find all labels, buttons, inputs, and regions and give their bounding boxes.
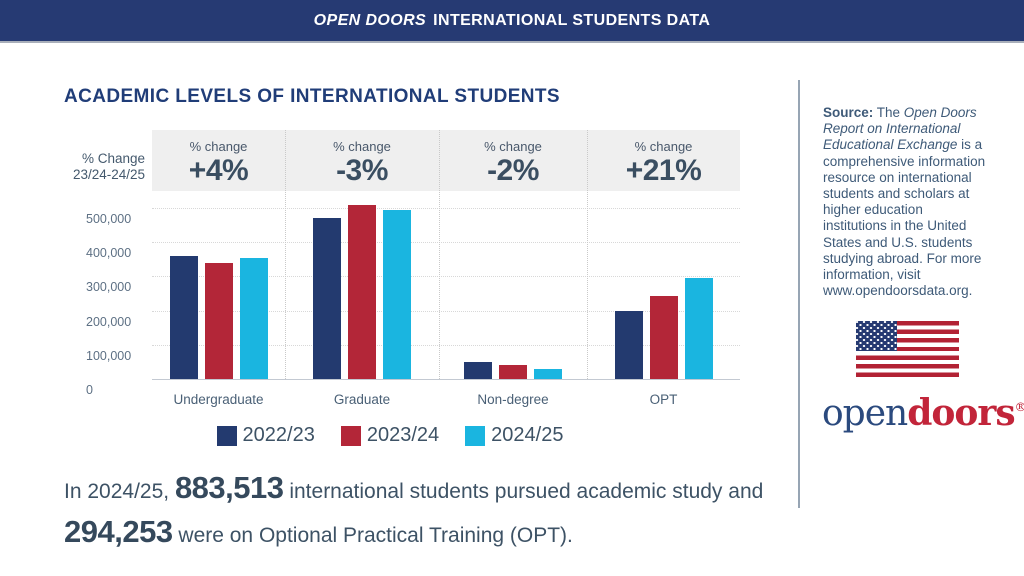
us-flag-icon <box>856 321 959 377</box>
pct-change-caption: % change <box>189 139 248 154</box>
y-axis-tick-0: 0 <box>86 383 93 397</box>
category-separator <box>587 130 588 379</box>
summary-line1-pre: In 2024/25, <box>64 480 175 503</box>
opendoorsdata-link[interactable]: www.opendoorsdata.org <box>823 283 969 299</box>
bar-group-undergraduate <box>152 256 285 379</box>
summary-line-1: In 2024/25, 883,513 international studen… <box>64 468 764 512</box>
bar-opt-2024-25 <box>684 278 713 379</box>
pct-change-caption: % change <box>634 139 693 154</box>
pct-change-value-opt: +21% <box>625 154 702 187</box>
opendoors-logo-doors: doors <box>907 392 1015 434</box>
bar-undergraduate-2023-24 <box>204 263 233 379</box>
pct-change-col-graduate: % change -3% <box>285 130 439 191</box>
bar-undergraduate-2022-23 <box>169 256 198 379</box>
pct-change-band: % change +4%% change -3%% change -2%% chang… <box>152 130 740 191</box>
us-flag-canton <box>856 321 897 352</box>
bar-graduate-2024-25 <box>383 210 411 379</box>
gridline-200000 <box>152 311 740 312</box>
summary-opt-total: 294,253 <box>64 514 173 549</box>
plot-area <box>152 192 740 380</box>
y-axis-tick-300000: 300,000 <box>86 280 132 294</box>
bar-non-degree-2024-25 <box>534 369 562 379</box>
header-bar: OPEN DOORS INTERNATIONAL STUDENTS DATA <box>0 0 1024 41</box>
bar-group-opt <box>587 278 740 379</box>
source-pre: The <box>873 105 904 120</box>
legend-label-2022-23: 2022/23 <box>242 424 315 446</box>
legend-swatch-2022-23 <box>216 425 237 446</box>
pct-change-caption: % change <box>484 139 542 154</box>
page-title: ACADEMIC LEVELS OF INTERNATIONAL STUDENT… <box>64 86 560 107</box>
legend-swatch-2024-25 <box>465 425 486 446</box>
y-axis-tick-100000: 100,000 <box>86 349 132 363</box>
legend-item-2023-24: 2023/24 <box>340 424 440 447</box>
gridline-500000 <box>152 208 740 209</box>
pct-change-value-graduate: -3% <box>336 154 388 187</box>
header-divider <box>0 41 1024 43</box>
source-note: Source: The Open Doors Report on Interna… <box>823 105 989 299</box>
gridline-400000 <box>152 242 740 243</box>
pct-change-caption: % change <box>333 139 391 154</box>
pct-change-value-undergraduate: +4% <box>188 154 249 187</box>
y-axis-tick-500000: 500,000 <box>86 212 132 226</box>
opendoors-logo-open: open <box>822 393 908 434</box>
source-report-title: Open Doors Report on International Educa… <box>823 105 977 153</box>
chart-legend: 2022/23 2023/24 2024/25 <box>152 424 628 447</box>
summary-line-2: 294,253 were on Optional Practical Train… <box>64 512 764 556</box>
y-axis-tick-400000: 400,000 <box>86 246 132 260</box>
header-title: INTERNATIONAL STUDENTS DATA <box>433 11 711 29</box>
bar-group-non-degree <box>439 362 587 379</box>
category-separator <box>285 130 286 379</box>
pct-change-col-undergraduate: % change +4% <box>152 130 285 191</box>
gridline-100000 <box>152 345 740 346</box>
gridline-300000 <box>152 276 740 277</box>
bar-group-graduate <box>285 205 439 379</box>
opendoors-logo: opendoors® <box>822 392 1024 434</box>
legend-label-2023-24: 2023/24 <box>366 424 440 446</box>
bar-opt-2022-23 <box>614 311 643 379</box>
summary-academic-total: 883,513 <box>174 470 284 505</box>
y-axis-tick-200000: 200,000 <box>86 315 132 329</box>
legend-item-2022-23: 2022/23 <box>216 424 315 447</box>
category-label-opt: OPT <box>649 392 678 407</box>
x-axis-line <box>152 379 740 380</box>
pct-change-axis-label: % Change 23/24-24/25 <box>0 151 145 183</box>
bar-non-degree-2023-24 <box>499 365 527 379</box>
source-label: Source: <box>823 105 874 120</box>
summary-line2-post: were on Optional Practical Training (OPT… <box>172 524 573 547</box>
category-label-undergraduate: Undergraduate <box>173 392 264 407</box>
pct-change-col-opt: % change +21% <box>587 130 740 191</box>
category-separator <box>439 130 440 379</box>
registered-mark-icon: ® <box>1014 400 1024 414</box>
bar-undergraduate-2024-25 <box>239 258 268 379</box>
bar-graduate-2023-24 <box>348 205 376 379</box>
sidebar-divider <box>798 80 800 508</box>
pct-change-col-non-degree: % change -2% <box>439 130 587 191</box>
category-label-non-degree: Non-degree <box>477 392 549 407</box>
pct-change-value-non-degree: -2% <box>487 154 539 187</box>
legend-swatch-2023-24 <box>340 425 361 446</box>
bar-non-degree-2022-23 <box>464 362 492 379</box>
summary-stats: In 2024/25, 883,513 international studen… <box>64 468 764 556</box>
source-body: is a comprehensive information resource … <box>823 137 986 283</box>
bar-graduate-2022-23 <box>313 218 341 379</box>
summary-line1-post: international students pursued academic … <box>283 480 764 503</box>
source-end: . <box>968 283 973 299</box>
category-label-graduate: Graduate <box>333 392 391 407</box>
pct-change-axis-label-line1: % Change <box>81 151 145 166</box>
pct-change-axis-label-line2: 23/24-24/25 <box>72 167 145 182</box>
legend-item-2024-25: 2024/25 <box>465 424 563 447</box>
header-brand: OPEN DOORS <box>313 11 427 29</box>
legend-label-2024-25: 2024/25 <box>491 424 564 446</box>
bar-opt-2023-24 <box>649 296 678 379</box>
